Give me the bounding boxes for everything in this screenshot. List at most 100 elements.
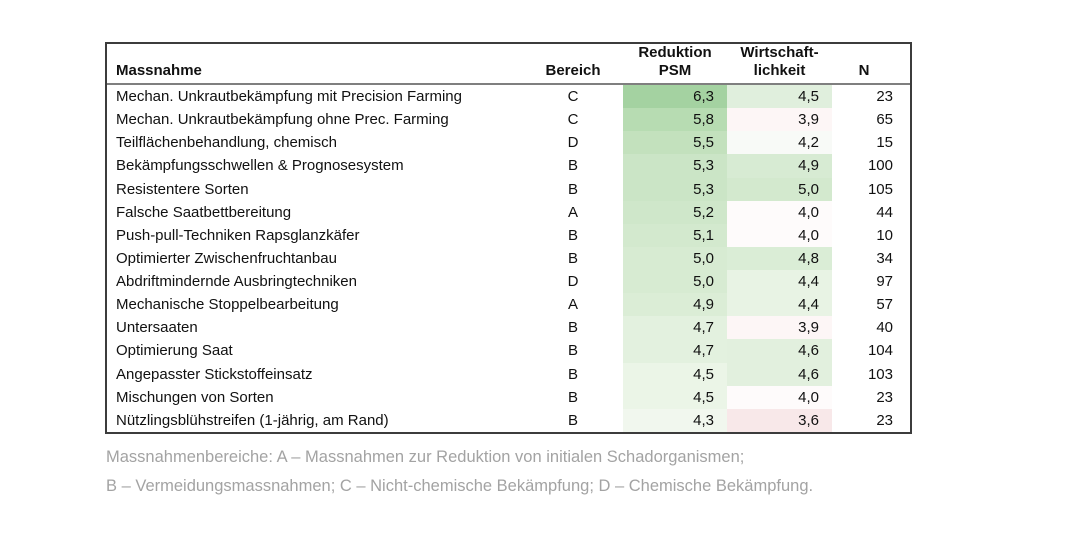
- cell-bereich: B: [567, 157, 578, 175]
- cell-massnahme: Mechan. Unkrautbekämpfung ohne Prec. Far…: [116, 111, 449, 129]
- col-header-bereich: Bereich: [523, 44, 623, 85]
- cell-n: 104: [867, 342, 893, 360]
- table-row: Angepasster Stickstoffeinsatz B 4,5 4,6 103: [107, 362, 910, 386]
- footnote-line-2: B – Vermeidungsmassnahmen; C – Nicht-che…: [106, 477, 814, 495]
- cell-n: 44: [876, 203, 893, 221]
- cell-reduktion-psm: 5,3: [623, 177, 727, 201]
- cell-reduktion-psm: 5,1: [623, 223, 727, 247]
- cell-bereich: C: [567, 88, 579, 106]
- table-row: Mechanische Stoppelbearbeitung A 4,9 4,4 57: [107, 293, 910, 317]
- cell-bereich: A: [567, 296, 578, 314]
- cell-bereich: B: [567, 411, 578, 429]
- cell-n: 15: [876, 134, 893, 152]
- col-header-wirtschaft-line2: lichkeit: [753, 62, 806, 79]
- cell-n: 23: [876, 388, 893, 406]
- cell-wirtschaftlichkeit: 4,5: [727, 84, 832, 109]
- col-header-bereich-label: Bereich: [545, 62, 601, 79]
- measures-table: Massnahme Bereich Reduktion PSM Wirtscha…: [107, 44, 910, 432]
- cell-reduktion-psm: 4,7: [623, 316, 727, 340]
- cell-wirtschaftlichkeit: 3,9: [727, 108, 832, 132]
- table-row: Resistentere Sorten B 5,3 5,0 105: [107, 177, 910, 201]
- cell-n: 34: [876, 249, 893, 267]
- cell-massnahme: Resistentere Sorten: [116, 180, 249, 198]
- cell-bereich: B: [567, 342, 578, 360]
- footnote: Massnahmenbereiche: A – Massnahmen zur R…: [106, 443, 1006, 501]
- cell-wirtschaftlichkeit: 3,9: [727, 316, 832, 340]
- table-row: Mechan. Unkrautbekämpfung mit Precision …: [107, 84, 910, 109]
- cell-wirtschaftlichkeit: 4,8: [727, 246, 832, 270]
- cell-massnahme: Optimierter Zwischenfruchtanbau: [116, 249, 337, 267]
- cell-reduktion-psm: 4,3: [623, 408, 727, 432]
- table-row: Teilflächenbehandlung, chemisch D 5,5 4,2 15: [107, 131, 910, 155]
- col-header-n-label: N: [858, 62, 870, 79]
- table-row: Bekämpfungsschwellen & Prognosesystem B 5,…: [107, 154, 910, 178]
- cell-n: 23: [876, 411, 893, 429]
- cell-wirtschaftlichkeit: 4,0: [727, 385, 832, 409]
- cell-wirtschaftlichkeit: 4,0: [727, 200, 832, 224]
- cell-reduktion-psm: 5,2: [623, 200, 727, 224]
- cell-reduktion-psm: 5,0: [623, 246, 727, 270]
- table-row: Optimierung Saat B 4,7 4,6 104: [107, 339, 910, 363]
- table-row: Abdriftmindernde Ausbringtechniken D 5,0 4,…: [107, 270, 910, 294]
- cell-n: 97: [876, 273, 893, 291]
- table-body: Mechan. Unkrautbekämpfung mit Precision …: [107, 84, 910, 432]
- cell-bereich: B: [567, 249, 578, 267]
- cell-massnahme: Bekämpfungsschwellen & Prognosesystem: [116, 157, 404, 175]
- cell-reduktion-psm: 4,7: [623, 339, 727, 363]
- cell-bereich: B: [567, 365, 578, 383]
- table-row: Mechan. Unkrautbekämpfung ohne Prec. Far…: [107, 108, 910, 132]
- cell-n: 40: [876, 319, 893, 337]
- cell-reduktion-psm: 5,5: [623, 131, 727, 155]
- cell-wirtschaftlichkeit: 5,0: [727, 177, 832, 201]
- cell-massnahme: Push-pull-Techniken Rapsglanzkäfer: [116, 226, 360, 244]
- cell-massnahme: Falsche Saatbettbereitung: [116, 203, 292, 221]
- cell-n: 65: [876, 111, 893, 129]
- cell-wirtschaftlichkeit: 4,4: [727, 270, 832, 294]
- col-header-massnahme-label: Massnahme: [116, 62, 202, 79]
- col-header-n: N: [832, 44, 910, 85]
- cell-wirtschaftlichkeit: 4,6: [727, 362, 832, 386]
- header-row: Massnahme Bereich Reduktion PSM Wirtscha…: [107, 44, 910, 85]
- table-row: Untersaaten B 4,7 3,9 40: [107, 316, 910, 340]
- cell-bereich: B: [567, 388, 578, 406]
- cell-n: 23: [876, 88, 893, 106]
- cell-massnahme: Mechan. Unkrautbekämpfung mit Precision …: [116, 88, 462, 106]
- table-row: Mischungen von Sorten B 4,5 4,0 23: [107, 385, 910, 409]
- cell-n: 57: [876, 296, 893, 314]
- cell-wirtschaftlichkeit: 4,4: [727, 293, 832, 317]
- col-header-wirtschaftlichkeit: Wirtschaft- lichkeit: [727, 44, 832, 85]
- cell-massnahme: Angepasster Stickstoffeinsatz: [116, 365, 313, 383]
- cell-bereich: B: [567, 319, 578, 337]
- table-row: Nützlingsblühstreifen (1-jährig, am Rand…: [107, 408, 910, 432]
- cell-wirtschaftlichkeit: 4,2: [727, 131, 832, 155]
- table-row: Falsche Saatbettbereitung A 5,2 4,0 44: [107, 200, 910, 224]
- cell-massnahme: Optimierung Saat: [116, 342, 233, 360]
- measures-table-frame: Massnahme Bereich Reduktion PSM Wirtscha…: [105, 42, 912, 434]
- cell-bereich: A: [567, 203, 578, 221]
- col-header-reduktion-line2: PSM: [658, 62, 692, 79]
- cell-massnahme: Untersaaten: [116, 319, 198, 337]
- cell-massnahme: Abdriftmindernde Ausbringtechniken: [116, 273, 357, 291]
- cell-reduktion-psm: 4,5: [623, 385, 727, 409]
- cell-n: 103: [867, 365, 893, 383]
- table-row: Optimierter Zwischenfruchtanbau B 5,0 4,8 34: [107, 246, 910, 270]
- cell-n: 10: [876, 226, 893, 244]
- cell-wirtschaftlichkeit: 4,0: [727, 223, 832, 247]
- col-header-wirtschaft-line1: Wirtschaft-: [740, 44, 819, 61]
- cell-bereich: D: [567, 134, 579, 152]
- cell-reduktion-psm: 5,8: [623, 108, 727, 132]
- cell-reduktion-psm: 5,0: [623, 270, 727, 294]
- cell-wirtschaftlichkeit: 4,9: [727, 154, 832, 178]
- cell-bereich: B: [567, 226, 578, 244]
- col-header-reduktion-psm: Reduktion PSM: [623, 44, 727, 85]
- col-header-reduktion-line1: Reduktion: [638, 44, 712, 61]
- cell-reduktion-psm: 4,5: [623, 362, 727, 386]
- cell-reduktion-psm: 5,3: [623, 154, 727, 178]
- cell-massnahme: Nützlingsblühstreifen (1-jährig, am Rand…: [116, 411, 389, 429]
- cell-wirtschaftlichkeit: 3,6: [727, 408, 832, 432]
- cell-massnahme: Mischungen von Sorten: [116, 388, 274, 406]
- cell-wirtschaftlichkeit: 4,6: [727, 339, 832, 363]
- col-header-massnahme: Massnahme: [107, 44, 523, 85]
- cell-massnahme: Teilflächenbehandlung, chemisch: [116, 134, 337, 152]
